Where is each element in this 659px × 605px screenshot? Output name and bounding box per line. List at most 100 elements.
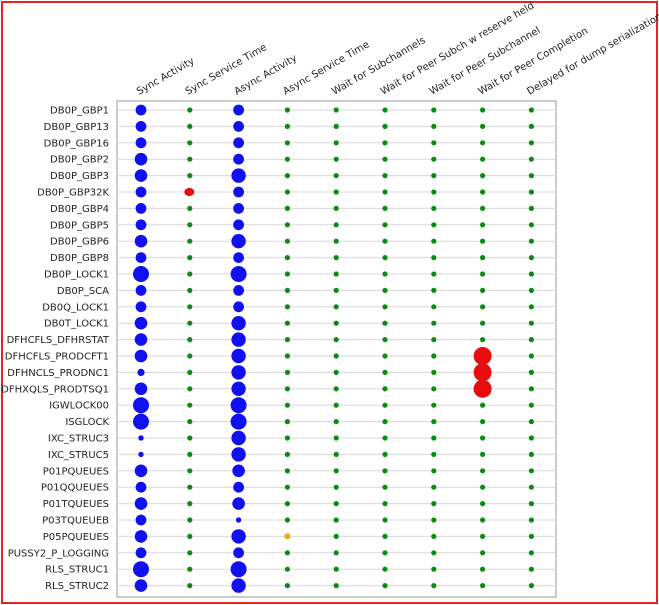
bubble-point[interactable] [480,123,486,129]
bubble-point[interactable] [382,517,388,523]
bubble-point[interactable] [382,402,388,408]
bubble-point[interactable] [333,173,339,179]
bubble-point[interactable] [431,386,437,392]
bubble-point[interactable] [333,435,339,441]
bubble-point[interactable] [333,550,339,556]
bubble-point[interactable] [528,156,535,162]
bubble-point[interactable] [284,222,290,228]
bubble-point[interactable] [431,140,437,146]
bubble-point[interactable] [284,123,290,129]
bubble-point[interactable] [431,123,437,129]
bubble-point[interactable] [480,484,486,490]
bubble-point[interactable] [528,386,535,392]
bubble-point[interactable] [284,566,290,572]
bubble-point[interactable] [333,369,339,375]
bubble-point[interactable] [187,205,193,211]
bubble-point[interactable] [528,304,535,310]
bubble-point[interactable] [187,238,193,244]
bubble-point[interactable] [382,566,388,572]
bubble-point[interactable] [231,168,246,183]
bubble-point[interactable] [431,501,437,507]
bubble-point[interactable] [528,419,535,425]
bubble-point[interactable] [134,530,148,543]
bubble-point[interactable] [231,348,246,364]
bubble-point[interactable] [528,501,535,507]
bubble-point[interactable] [480,205,486,211]
bubble-point[interactable] [528,451,535,457]
bubble-point[interactable] [187,271,193,277]
bubble-point[interactable] [382,468,388,474]
bubble-point[interactable] [231,234,246,249]
bubble-point[interactable] [333,337,339,343]
bubble-point[interactable] [528,533,535,540]
bubble-point[interactable] [284,156,290,162]
bubble-point[interactable] [187,337,193,343]
bubble-point[interactable] [528,287,535,293]
bubble-point[interactable] [382,140,388,146]
bubble-point[interactable] [187,484,193,490]
bubble-point[interactable] [480,173,486,179]
bubble-point[interactable] [528,435,535,441]
bubble-point[interactable] [231,365,246,380]
bubble-point[interactable] [284,419,290,425]
bubble-point[interactable] [382,435,388,441]
bubble-point[interactable] [431,189,437,195]
bubble-point[interactable] [528,337,535,343]
bubble-point[interactable] [480,451,486,457]
bubble-point[interactable] [431,222,437,228]
bubble-point[interactable] [187,566,193,572]
bubble-point[interactable] [133,266,149,282]
bubble-point[interactable] [284,517,290,523]
bubble-point[interactable] [135,137,147,149]
bubble-point[interactable] [480,156,486,162]
bubble-point[interactable] [333,517,339,523]
bubble-point[interactable] [382,583,388,589]
bubble-point[interactable] [284,583,290,589]
bubble-point[interactable] [231,316,246,331]
bubble-point[interactable] [231,529,246,544]
bubble-point[interactable] [382,533,388,540]
bubble-point[interactable] [284,304,290,310]
bubble-point[interactable] [333,205,339,211]
bubble-point[interactable] [528,222,535,228]
bubble-point[interactable] [431,550,437,556]
bubble-point[interactable] [333,238,339,244]
bubble-point[interactable] [431,173,437,179]
bubble-point[interactable] [284,173,290,179]
bubble-point[interactable] [480,107,486,113]
bubble-point[interactable] [187,369,193,375]
bubble-point[interactable] [134,169,148,182]
bubble-point[interactable] [284,451,290,457]
bubble-point[interactable] [528,550,535,556]
bubble-point[interactable] [233,252,245,263]
bubble-point[interactable] [431,566,437,572]
bubble-point[interactable] [528,107,535,113]
bubble-point[interactable] [333,304,339,310]
bubble-point[interactable] [333,140,339,146]
bubble-point[interactable] [480,271,486,277]
bubble-point[interactable] [333,107,339,113]
bubble-point[interactable] [480,337,486,343]
bubble-point[interactable] [231,430,246,446]
bubble-point[interactable] [187,468,193,474]
bubble-point[interactable] [480,255,486,261]
bubble-point[interactable] [431,451,437,457]
bubble-point[interactable] [528,353,535,359]
bubble-point[interactable] [333,468,339,474]
bubble-point[interactable] [134,333,148,346]
bubble-point[interactable] [284,205,290,211]
bubble-point[interactable] [187,222,193,228]
bubble-point[interactable] [480,304,486,310]
bubble-point[interactable] [187,583,193,589]
bubble-point[interactable] [382,173,388,179]
bubble-point[interactable] [431,271,437,277]
bubble-point[interactable] [284,140,290,146]
bubble-point[interactable] [230,266,247,282]
bubble-point[interactable] [284,484,290,490]
bubble-point[interactable] [134,316,148,330]
bubble-point[interactable] [187,451,193,457]
bubble-point[interactable] [382,320,388,326]
bubble-point[interactable] [382,369,388,375]
bubble-point[interactable] [382,304,388,310]
bubble-point[interactable] [135,285,147,296]
